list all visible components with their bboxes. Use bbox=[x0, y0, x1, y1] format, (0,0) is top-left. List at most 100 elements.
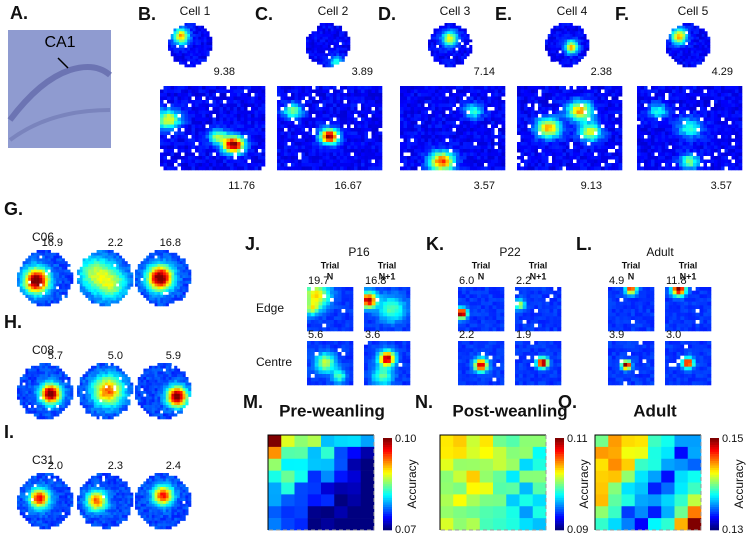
heatmap-cell bbox=[477, 163, 481, 167]
heatmap-cell bbox=[203, 34, 207, 38]
heatmap-cell bbox=[301, 86, 306, 90]
heatmap-cell bbox=[501, 93, 506, 97]
heatmap-cell bbox=[541, 114, 546, 118]
heatmap-cell bbox=[693, 100, 697, 104]
heatmap-cell bbox=[184, 149, 189, 153]
heatmap-cell bbox=[675, 124, 680, 129]
heatmap-cell bbox=[637, 156, 641, 160]
heatmap-cell bbox=[347, 110, 351, 115]
heatmap-cell bbox=[202, 103, 206, 108]
heatmap-cell bbox=[647, 135, 652, 139]
heatmap-cell bbox=[501, 89, 506, 94]
heatmap-cell bbox=[223, 86, 227, 90]
heatmap-cell bbox=[160, 121, 164, 125]
heatmap-cell bbox=[254, 89, 259, 94]
heatmap-cell bbox=[247, 103, 252, 108]
heatmap-cell bbox=[484, 100, 488, 104]
heatmap-cell bbox=[735, 114, 739, 118]
heatmap-cell bbox=[188, 159, 192, 164]
heatmap-cell bbox=[298, 117, 302, 122]
heatmap-cell bbox=[700, 149, 704, 153]
heatmap-cell bbox=[658, 117, 662, 122]
heatmap-cell bbox=[731, 117, 736, 122]
heatmap-cell bbox=[601, 135, 605, 139]
heatmap-cell bbox=[340, 138, 344, 143]
heatmap-cell bbox=[567, 23, 571, 27]
heatmap-cell bbox=[531, 142, 535, 146]
heatmap-cell bbox=[319, 45, 323, 49]
heatmap-cell bbox=[580, 45, 584, 49]
heatmap-cell bbox=[347, 152, 351, 157]
heatmap-cell bbox=[553, 34, 557, 38]
heatmap-cell bbox=[410, 138, 415, 143]
heatmap-cell bbox=[251, 145, 255, 150]
heatmap-cell bbox=[184, 131, 189, 136]
heatmap-cell bbox=[322, 121, 327, 125]
heatmap-cell bbox=[439, 56, 443, 60]
heatmap-cell bbox=[400, 145, 404, 150]
heatmap-cell bbox=[654, 103, 659, 108]
heatmap-cell bbox=[484, 107, 488, 111]
heatmap-cell bbox=[583, 110, 588, 115]
heatmap-cell bbox=[611, 124, 616, 129]
heatmap-cell bbox=[731, 96, 736, 101]
heatmap-cell bbox=[431, 152, 436, 157]
heatmap-cell bbox=[31, 258, 35, 262]
heatmap-cell bbox=[173, 58, 177, 62]
heatmap-cell bbox=[284, 135, 288, 139]
heatmap-cell bbox=[556, 47, 560, 51]
heatmap-cell bbox=[611, 135, 616, 139]
heatmap-cell bbox=[618, 128, 623, 132]
heatmap-cell bbox=[438, 138, 443, 143]
heatmap-cell bbox=[501, 100, 506, 104]
heatmap-cell bbox=[556, 42, 560, 46]
heatmap-cell bbox=[459, 135, 464, 139]
heatmap-cell bbox=[195, 138, 199, 143]
heatmap-cell bbox=[463, 110, 467, 115]
heatmap-cell bbox=[28, 283, 32, 287]
heatmap-cell bbox=[59, 266, 63, 270]
heatmap-cell bbox=[675, 131, 680, 136]
heatmap-cell bbox=[322, 103, 327, 108]
heatmap-cell bbox=[261, 149, 266, 153]
heatmap-cell bbox=[637, 128, 641, 132]
heatmap-cell bbox=[552, 100, 556, 104]
heatmap-cell bbox=[690, 58, 694, 62]
heatmap-cell bbox=[181, 110, 185, 115]
heatmap-cell bbox=[703, 135, 708, 139]
heatmap-cell bbox=[184, 36, 188, 40]
heatmap-cell bbox=[198, 36, 202, 40]
heatmap-cell bbox=[682, 166, 687, 171]
heatmap-cell bbox=[501, 166, 506, 171]
heatmap-cell bbox=[291, 142, 295, 146]
heatmap-cell bbox=[340, 110, 344, 115]
heatmap-cell bbox=[226, 131, 231, 136]
heatmap-cell bbox=[439, 39, 443, 43]
heatmap-cell bbox=[237, 86, 241, 90]
heatmap-cell bbox=[463, 56, 467, 60]
heatmap-cell bbox=[494, 89, 499, 94]
heatmap-cell bbox=[601, 110, 605, 115]
heatmap-cell bbox=[258, 128, 262, 132]
heatmap-cell bbox=[42, 255, 46, 259]
heatmap-cell bbox=[689, 100, 694, 104]
heatmap-cell bbox=[179, 56, 183, 60]
heatmap-cell bbox=[615, 145, 619, 150]
heatmap-cell bbox=[439, 31, 443, 35]
heatmap-cell bbox=[484, 124, 488, 129]
heatmap-cell bbox=[91, 264, 95, 268]
heatmap-cell bbox=[212, 124, 217, 129]
heatmap-cell bbox=[738, 86, 743, 90]
heatmap-cell bbox=[580, 93, 584, 97]
heatmap-cell bbox=[696, 45, 700, 49]
heatmap-cell bbox=[167, 121, 171, 125]
heatmap-cell bbox=[597, 110, 602, 115]
heatmap-cell bbox=[67, 266, 71, 270]
heatmap-cell bbox=[477, 114, 481, 118]
heatmap-cell bbox=[364, 163, 369, 167]
heatmap-cell bbox=[573, 124, 577, 129]
heatmap-cell bbox=[170, 124, 175, 129]
heatmap-cell bbox=[212, 100, 217, 104]
heatmap-cell bbox=[39, 280, 43, 284]
heatmap-cell bbox=[580, 36, 584, 40]
